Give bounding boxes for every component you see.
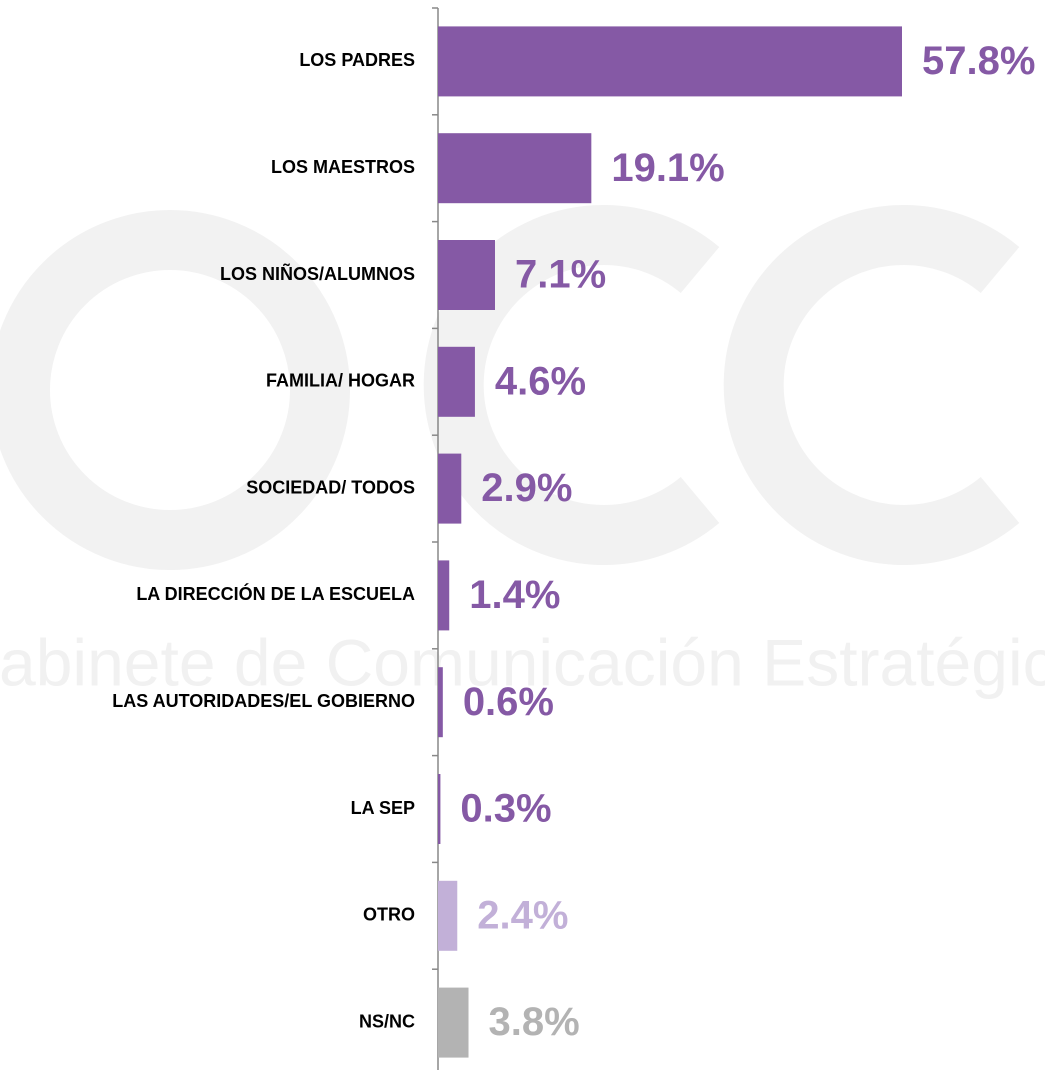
value-label: 57.8% xyxy=(922,39,1035,83)
category-label: LOS MAESTROS xyxy=(271,157,415,177)
bar xyxy=(438,560,450,631)
value-label: 4.6% xyxy=(495,359,586,403)
watermark-text: Gabinete de Comunicación Estratégica xyxy=(0,625,1045,699)
bar xyxy=(438,133,592,204)
bar xyxy=(438,346,475,417)
value-label: 1.4% xyxy=(469,573,560,617)
value-label: 7.1% xyxy=(515,253,606,297)
bar xyxy=(438,774,441,844)
bar xyxy=(438,667,443,738)
value-label: 19.1% xyxy=(611,146,724,190)
bar xyxy=(438,880,458,951)
category-label: LAS AUTORIDADES/EL GOBIERNO xyxy=(112,691,415,711)
value-label: 2.9% xyxy=(481,466,572,510)
bar xyxy=(438,987,469,1058)
bar xyxy=(438,240,495,310)
category-label: LOS PADRES xyxy=(299,50,415,70)
category-label: NS/NC xyxy=(359,1011,415,1031)
category-label: LOS NIÑOS/ALUMNOS xyxy=(220,263,415,284)
category-label: LA SEP xyxy=(351,798,415,818)
category-label: LA DIRECCIÓN DE LA ESCUELA xyxy=(136,583,415,604)
category-label: SOCIEDAD/ TODOS xyxy=(246,477,415,497)
bar xyxy=(438,26,902,97)
value-label: 0.6% xyxy=(463,680,554,724)
value-label: 3.8% xyxy=(489,1000,580,1044)
category-label: FAMILIA/ HOGAR xyxy=(266,371,415,391)
value-label: 0.3% xyxy=(460,787,551,831)
value-label: 2.4% xyxy=(477,893,568,937)
category-label: OTRO xyxy=(363,905,415,925)
bar xyxy=(438,453,462,524)
